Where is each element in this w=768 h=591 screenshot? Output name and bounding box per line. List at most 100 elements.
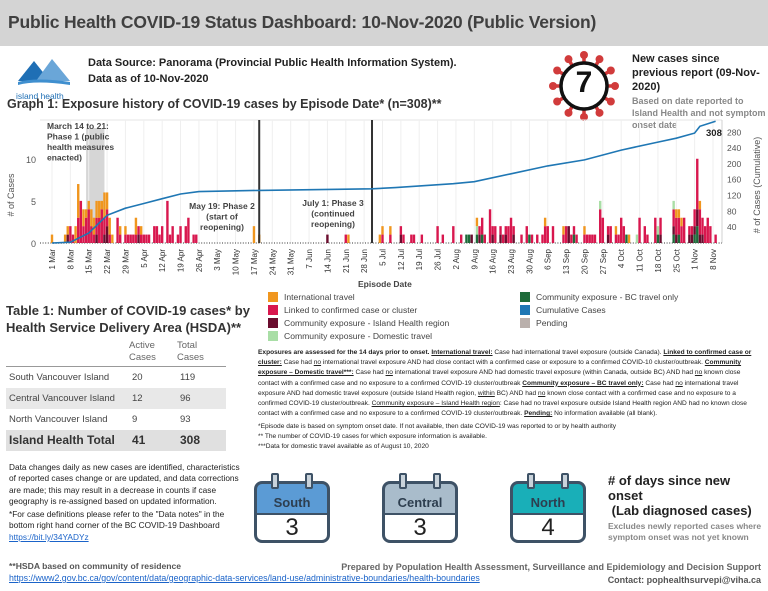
- bar-segment: [124, 234, 127, 243]
- definition-text: Pending:: [524, 410, 553, 418]
- bar-segment: [638, 217, 641, 243]
- area-cell: Central Vancouver Island: [6, 387, 129, 409]
- bar-segment: [619, 217, 623, 243]
- footnote: ** The number of COVID-19 cases for whic…: [258, 433, 487, 441]
- data-date-text: Data as of 10-Nov-2020: [88, 73, 209, 85]
- bar-segment: [344, 234, 347, 243]
- bar-segment: [551, 226, 555, 243]
- bar-segment: [74, 226, 77, 243]
- bar-segment: [525, 226, 528, 243]
- bar-segment: [617, 234, 620, 243]
- bar-segment: [693, 234, 696, 243]
- x-tick-label: 24 May: [268, 249, 277, 275]
- y-tick-label: 0: [31, 239, 36, 249]
- bar-segment: [567, 226, 570, 243]
- x-tick-label: 26 Jul: [434, 249, 443, 271]
- table-row: North Vancouver Island 9 93: [6, 409, 226, 430]
- total-cases-header: Total Cases: [177, 340, 226, 367]
- x-tick-label: 25 Oct: [672, 248, 681, 272]
- bar-segment: [543, 226, 547, 243]
- bar-segment: [134, 217, 138, 235]
- bar-segment: [656, 226, 660, 235]
- bar-segment: [381, 226, 384, 235]
- virus-spike-tip: [564, 108, 573, 117]
- definition-text: Linked to confirmed case or cluster:: [258, 349, 752, 367]
- legend-swatch: [520, 292, 530, 302]
- legend-label: Community exposure - Domestic travel: [284, 331, 433, 341]
- calendar-label: North: [510, 481, 586, 513]
- area-cell: North Vancouver Island: [9, 413, 108, 425]
- bar-segment: [378, 234, 382, 243]
- bar-segment: [698, 200, 702, 210]
- health-boundaries-link[interactable]: https://www2.gov.bc.ca/gov/content/data/…: [9, 573, 480, 583]
- bar-segment: [82, 226, 85, 243]
- legend-item: Community exposure - Island Health regio…: [268, 318, 449, 328]
- x-tick-label: 6 Sep: [544, 248, 553, 269]
- bar-segment: [111, 234, 114, 243]
- bar-segment: [137, 226, 140, 235]
- x-tick-label: 28 Jun: [360, 249, 369, 273]
- definition-text: no: [694, 369, 703, 377]
- bar-segment: [583, 226, 586, 235]
- bar-segment: [677, 209, 681, 218]
- bar-segment: [82, 209, 85, 227]
- bar-segment: [381, 234, 384, 243]
- y2-tick-label: 80: [727, 206, 737, 216]
- table-title-line2: Health Service Delivery Area (HSDA)**: [6, 320, 242, 335]
- bar-segment: [564, 226, 568, 243]
- table-title: Table 1: Number of COVID-19 cases* by He…: [6, 302, 250, 336]
- mountain-logo-icon: [18, 59, 70, 85]
- x-tick-label: 8 Nov: [709, 249, 718, 270]
- x-tick-label: 12 Apr: [158, 249, 167, 272]
- bar-segment: [79, 200, 83, 243]
- virus-spike-tip: [549, 82, 557, 90]
- total-cell: 119: [180, 371, 196, 383]
- bar-segment: [622, 226, 626, 243]
- total-cell: 96: [177, 387, 226, 409]
- bar-segment: [105, 226, 109, 243]
- legend-swatch: [268, 331, 278, 341]
- calendar-central: Central 3: [382, 473, 458, 543]
- bar-segment: [475, 217, 479, 227]
- bar-segment: [677, 217, 681, 235]
- bar-segment: [145, 234, 148, 243]
- virus-spike-tip: [606, 97, 615, 106]
- x-tick-label: 3 May: [213, 249, 222, 271]
- days-since-title2: (Lab diagnosed cases): [608, 503, 752, 518]
- bar-segment: [588, 234, 591, 243]
- bar-segment: [347, 234, 350, 243]
- bar-segment: [709, 226, 712, 243]
- bar-segment: [499, 226, 502, 235]
- virus-body: [559, 61, 609, 111]
- new-cases-panel: New cases since previous report (09-Nov-…: [632, 52, 766, 131]
- bar-segment: [672, 200, 675, 210]
- bar-segment: [155, 226, 159, 243]
- legend-swatch: [268, 318, 278, 328]
- x-tick-label: 12 Jul: [397, 249, 406, 271]
- active-cell: 20: [132, 371, 143, 383]
- x-tick-label: 15 Mar: [85, 249, 94, 274]
- bar-segment: [389, 234, 392, 243]
- bar-segment: [410, 234, 413, 243]
- dashboard-link[interactable]: https://bit.ly/34YADYz: [9, 531, 89, 542]
- bar-segment: [501, 234, 505, 243]
- bar-segment: [103, 217, 106, 235]
- y2-tick-label: 120: [727, 191, 741, 201]
- bar-segment: [646, 234, 649, 243]
- virus-spike-tip: [595, 108, 604, 117]
- bar-segment: [512, 226, 515, 235]
- days-since-subtitle: Excludes newly reported cases where symp…: [608, 521, 762, 542]
- table-row: Central Vancouver Island 12 96: [6, 387, 226, 409]
- bar-segment: [441, 234, 445, 243]
- y2-tick-label: 200: [727, 159, 741, 169]
- bar-segment: [399, 226, 403, 235]
- x-tick-label: 27 Sep: [599, 248, 608, 274]
- virus-spike-tip: [606, 66, 615, 75]
- y2-tick-label: 240: [727, 143, 741, 153]
- bar-segment: [614, 226, 618, 235]
- bar-segment: [139, 226, 143, 235]
- x-tick-label: 2 Aug: [452, 249, 461, 269]
- bar-segment: [546, 226, 549, 243]
- bar-segment: [672, 234, 675, 243]
- bar-segment: [132, 234, 135, 243]
